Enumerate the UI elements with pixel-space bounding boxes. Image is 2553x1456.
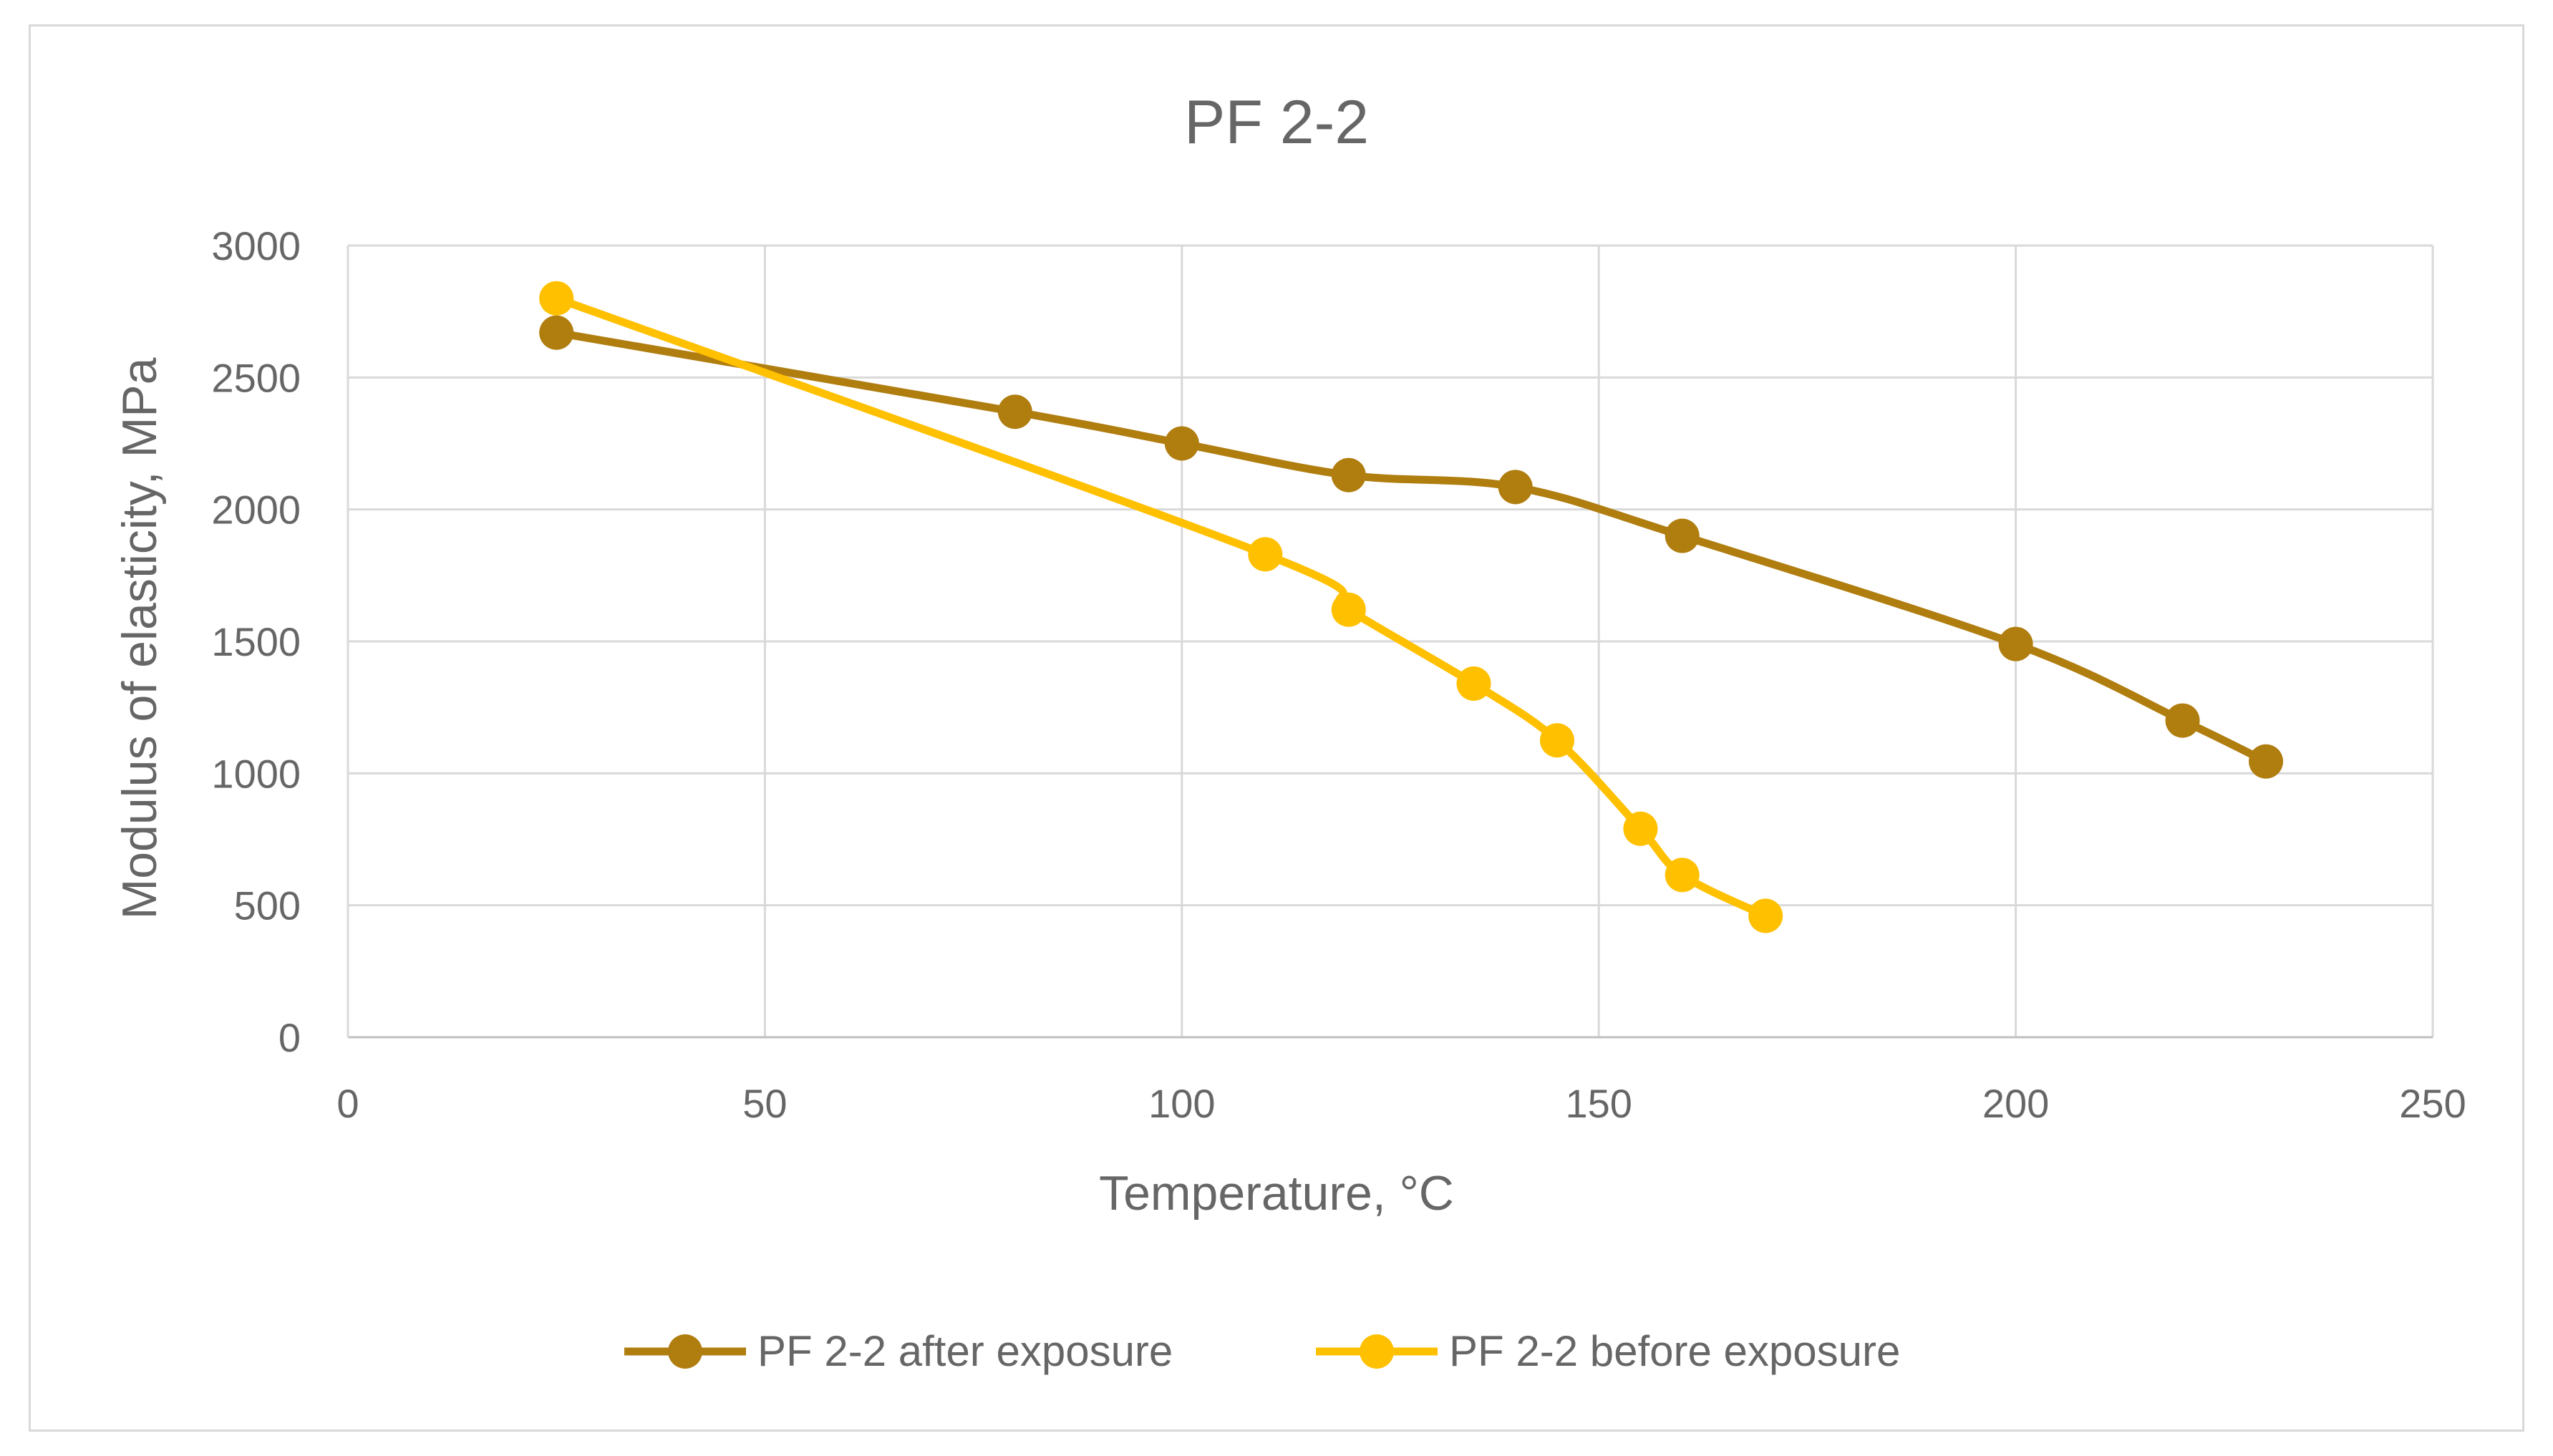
data-point xyxy=(1539,723,1574,758)
series-line-0 xyxy=(552,329,2270,766)
legend-label-after: PF 2-2 after exposure xyxy=(757,1327,1173,1375)
legend-item-before: PF 2-2 before exposure xyxy=(1316,1327,1900,1375)
data-point xyxy=(1248,537,1283,572)
data-point xyxy=(1623,811,1658,846)
y-tick-label: 2500 xyxy=(211,355,301,400)
data-point xyxy=(1665,858,1700,893)
legend-item-after: PF 2-2 after exposure xyxy=(624,1327,1173,1375)
legend-swatch-after-marker xyxy=(668,1334,702,1369)
data-point xyxy=(2165,703,2200,738)
series-0 xyxy=(539,315,2284,779)
x-tick-labels: 0 50 100 150 200 250 xyxy=(336,1081,2466,1126)
x-axis-title: Temperature, °C xyxy=(1099,1166,1454,1220)
data-point xyxy=(1331,457,1366,492)
y-tick-label: 2000 xyxy=(211,487,301,533)
x-tick-label: 200 xyxy=(1982,1081,2049,1126)
data-point xyxy=(1456,666,1491,701)
data-point xyxy=(2249,744,2284,779)
y-tick-label: 3000 xyxy=(211,223,301,268)
y-axis-title: Modulus of elasticity, MPa xyxy=(112,357,167,919)
x-tick-label: 150 xyxy=(1565,1081,1632,1126)
y-tick-label: 1500 xyxy=(211,619,301,664)
chart-title: PF 2-2 xyxy=(1184,88,1369,157)
data-point xyxy=(1665,518,1700,553)
data-point xyxy=(1164,426,1199,461)
y-tick-label: 500 xyxy=(234,883,301,928)
axes xyxy=(347,246,2433,1039)
x-tick-label: 0 xyxy=(336,1081,359,1126)
x-tick-label: 50 xyxy=(742,1081,787,1126)
series-1 xyxy=(539,281,1783,933)
gridlines xyxy=(348,244,2434,1037)
data-point xyxy=(1748,898,1783,933)
data-point xyxy=(997,394,1032,429)
y-tick-label: 0 xyxy=(278,1015,301,1060)
data-point xyxy=(1331,592,1366,627)
legend: PF 2-2 after exposure PF 2-2 before expo… xyxy=(624,1327,1900,1375)
data-point xyxy=(539,281,574,316)
data-point xyxy=(1998,626,2033,661)
legend-swatch-before-marker xyxy=(1360,1334,1394,1369)
data-point xyxy=(1498,470,1533,505)
x-tick-label: 100 xyxy=(1148,1081,1215,1126)
y-tick-labels: 0 500 1000 1500 2000 2500 3000 xyxy=(211,223,301,1060)
series-line-1 xyxy=(552,294,1770,920)
y-tick-label: 1000 xyxy=(211,751,301,796)
chart-frame xyxy=(29,24,2524,1432)
x-tick-label: 250 xyxy=(2399,1081,2466,1126)
series xyxy=(539,281,2284,933)
legend-label-before: PF 2-2 before exposure xyxy=(1449,1327,1900,1375)
data-point xyxy=(539,315,574,350)
